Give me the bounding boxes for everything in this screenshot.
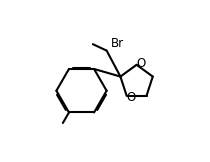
Text: O: O [136, 57, 145, 70]
Text: O: O [126, 91, 135, 104]
Text: Br: Br [111, 37, 124, 50]
